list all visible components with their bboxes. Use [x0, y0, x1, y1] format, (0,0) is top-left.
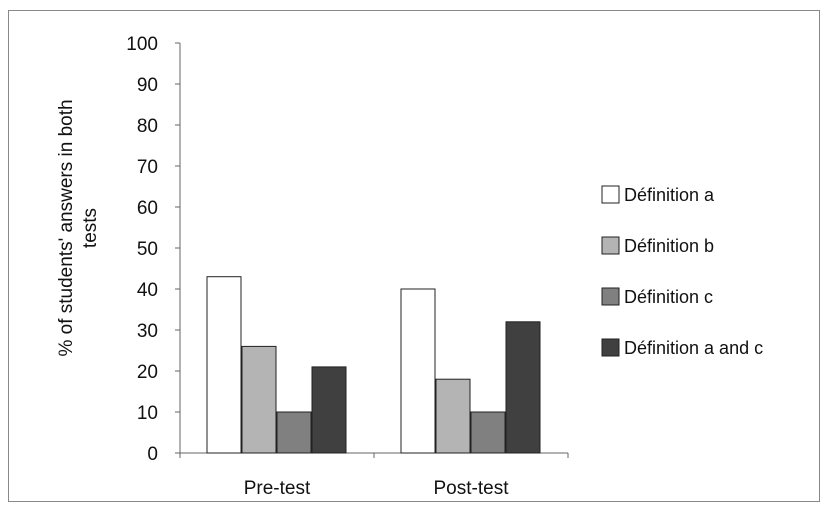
y-tick-label: 0	[147, 444, 158, 465]
legend-label-2: Définition c	[624, 287, 713, 307]
bar-0-3	[311, 366, 347, 454]
legend-swatch-0	[601, 185, 620, 204]
y-tick-label: 70	[137, 157, 158, 178]
x-category-label: Pre-test	[244, 478, 311, 499]
y-tick-label: 20	[137, 362, 158, 383]
bars	[206, 276, 541, 454]
legend-label-1: Définition b	[624, 236, 714, 256]
y-tick-label: 40	[137, 280, 158, 301]
y-tick-label: 90	[137, 75, 158, 96]
bar-1-0	[400, 288, 436, 454]
bar-0-1	[241, 345, 277, 454]
y-tick-label: 60	[137, 198, 158, 219]
axis-labels: 0 10 20 30 40 50 60 70 80 90 100 Pre-test Post-test%…	[56, 34, 509, 499]
y-axis-title: % of students' answers in both tests	[56, 99, 101, 356]
bar-1-2	[470, 411, 506, 454]
legend-swatch-1	[601, 236, 620, 255]
y-tick-label: 10	[137, 403, 158, 424]
bar-0-2	[276, 411, 312, 454]
legend: Définition a Définition b Définition c Défi…	[601, 185, 763, 358]
y-tick-label: 50	[137, 239, 158, 260]
legend-swatch-3	[601, 338, 620, 357]
y-tick-label: 100	[126, 34, 158, 55]
y-tick-label: 30	[137, 321, 158, 342]
bar-1-3	[505, 321, 541, 454]
bar-1-1	[435, 378, 471, 454]
bar-0-0	[206, 276, 242, 454]
x-category-label: Post-test	[434, 478, 510, 499]
y-tick-label: 80	[137, 116, 158, 137]
legend-swatch-2	[601, 287, 620, 306]
legend-label-3: Définition a and c	[624, 338, 763, 358]
legend-label-0: Définition a	[624, 185, 715, 205]
